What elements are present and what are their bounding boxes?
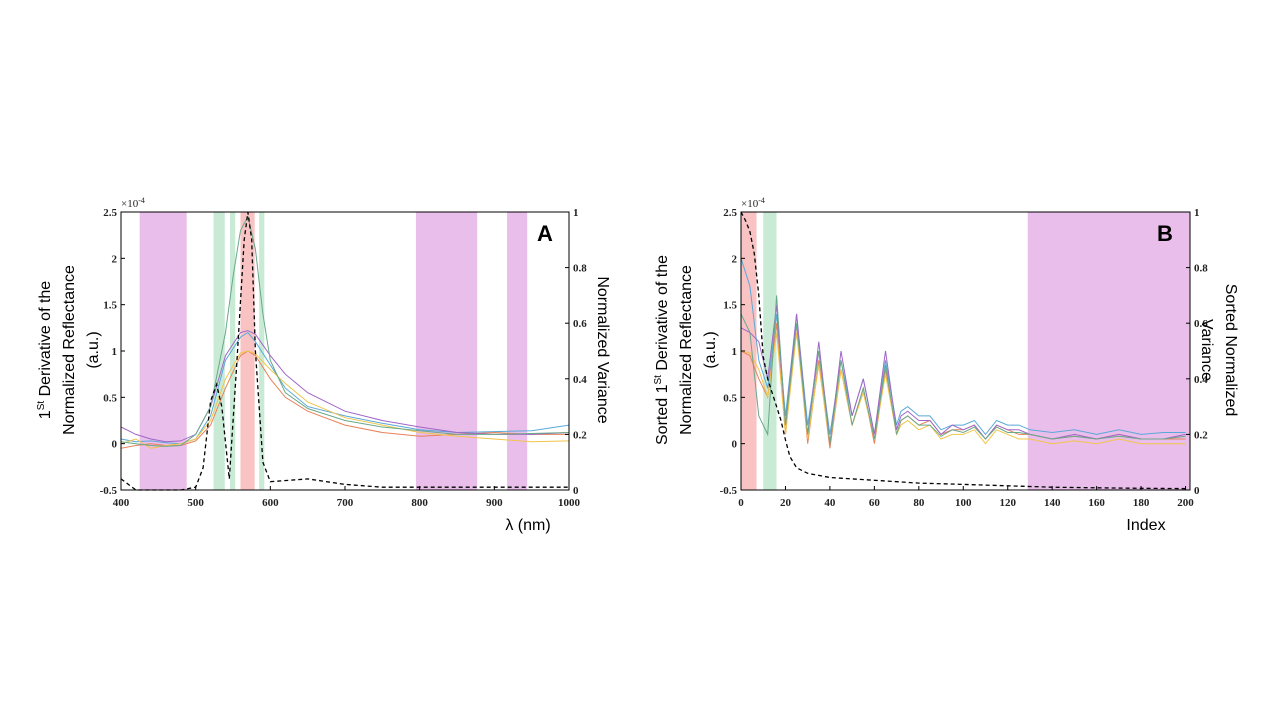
svg-text:Normalized Variance: Normalized Variance [594, 276, 611, 423]
y-tick-label-a-1: 0 [112, 439, 118, 451]
y2-tick-label-b-4: 0.8 [1194, 263, 1208, 275]
y-ticks-b: -0.5 0 0.5 1 1.5 2 2.5 [720, 207, 745, 497]
panel-letter-a: A [537, 221, 553, 246]
x-ticks-a: 400 500 600 700 800 900 1000 [113, 486, 581, 509]
series-lines-b [740, 211, 1186, 490]
series-b-green [740, 295, 1186, 444]
y-tick-label-a-4: 1.5 [103, 300, 117, 312]
series-a-normalized-variance [120, 211, 569, 491]
chart-panel-a: 400 500 600 700 800 900 1000 -0.500.511.522.5 … [36, 196, 611, 534]
y2-tick-label-b-0: 0 [1194, 485, 1200, 497]
x-tick-label-b-3: 60 [869, 497, 881, 509]
x-tick-label-b-7: 140 [1044, 497, 1061, 509]
band-b-0 [741, 212, 757, 490]
y2-tick-label-b-1: 0.2 [1194, 429, 1208, 441]
x-tick-label-b-9: 180 [1133, 497, 1150, 509]
y-tick-label-a-5: 2 [112, 253, 118, 265]
y2-tick-label-a-2: 0.4 [573, 374, 587, 386]
y-axis-label-a: 1St Derivative of the Normalized Reflect… [36, 265, 102, 435]
x-tick-label-b-5: 100 [955, 497, 972, 509]
y-tick-label-b-1: 0 [732, 439, 738, 451]
x-tick-label-a-3: 700 [337, 497, 354, 509]
band-a-2 [230, 212, 236, 490]
series-a-yellow [120, 350, 570, 449]
y2-tick-label-b-5: 1 [1194, 207, 1200, 219]
svg-text:Normalized Reflectance: Normalized Reflectance [678, 265, 695, 435]
x-tick-label-b-0: 0 [738, 497, 744, 509]
svg-text:(a.u.): (a.u.) [85, 331, 102, 368]
y-tick-label-b-2: 0.5 [723, 392, 737, 404]
highlight-bands-b [741, 212, 1190, 490]
y2-tick-label-a-5: 1 [573, 207, 579, 219]
y2-tick-label-b-3: 0.6 [1194, 318, 1208, 330]
y2-tick-label-a-0: 0 [573, 485, 579, 497]
svg-text:(a.u.): (a.u.) [702, 331, 719, 368]
series-a-green [120, 215, 570, 447]
y-tick-label-b-5: 2 [732, 253, 738, 265]
series-a-purple [120, 330, 570, 443]
y-tick-label-a-0: -0.5 [100, 485, 118, 497]
y-tick-label-a-2: 0.5 [103, 392, 117, 404]
y2-tick-label-a-3: 0.6 [573, 318, 587, 330]
x-tick-label-a-4: 800 [411, 497, 428, 509]
y2-axis-label-a: Normalized Variance [594, 276, 611, 423]
y-exponent-b: ×10-4 [741, 196, 765, 210]
series-a-blue [120, 331, 570, 445]
x-tick-label-a-1: 500 [187, 497, 204, 509]
panel-letter-b: B [1157, 221, 1173, 246]
x-tick-label-b-4: 80 [913, 497, 925, 509]
svg-text:1St Derivative of the: 1St Derivative of the [36, 281, 54, 420]
y2-axis-label-b: Sorted Normalized Variance [1198, 284, 1239, 417]
y-tick-label-b-3: 1 [732, 346, 738, 358]
x-tick-label-b-6: 120 [999, 497, 1016, 509]
series-b-sorted-normalized-variance [740, 211, 1186, 490]
series-lines-a [120, 211, 570, 491]
x-ticks-b: 0 20 40 60 80 100 120 140 160 180 200 [738, 486, 1194, 509]
x-tick-label-b-1: 20 [780, 497, 792, 509]
y2-tick-label-a-4: 0.8 [573, 263, 587, 275]
y2-ticks-a: 0 0.2 0.4 0.6 0.8 1 [565, 207, 587, 497]
plot-frame-a [120, 211, 570, 491]
band-b-1 [763, 212, 777, 490]
band-b-2 [1027, 212, 1190, 490]
y2-tick-label-a-1: 0.2 [573, 429, 587, 441]
highlight-bands-a [139, 212, 528, 490]
svg-text:Sorted Normalized: Sorted Normalized [1222, 284, 1239, 417]
x-tick-label-a-5: 900 [486, 497, 503, 509]
band-a-6 [507, 212, 528, 490]
y-tick-label-b-0: -0.5 [720, 485, 738, 497]
y-tick-label-b-4: 1.5 [723, 300, 737, 312]
x-tick-label-b-2: 40 [824, 497, 836, 509]
chart-panel-b: 0 20 40 60 80 100 120 140 160 180 200 -0.500.511.5… [653, 196, 1239, 534]
y-tick-label-a-6: 2.5 [103, 207, 117, 219]
x-tick-label-b-8: 160 [1088, 497, 1105, 509]
y-exponent-a: ×10-4 [121, 196, 145, 210]
y2-ticks-b: 0 0.2 0.4 0.6 0.8 1 [1186, 207, 1208, 497]
x-axis-label-a: λ (nm) [505, 517, 550, 534]
y-axis-label-b: Sorted 1St Derivative of the Normalized … [653, 255, 719, 445]
x-tick-label-a-2: 600 [262, 497, 279, 509]
series-a-orange [120, 350, 569, 449]
svg-text:Variance: Variance [1198, 319, 1215, 381]
svg-text:Normalized Reflectance: Normalized Reflectance [61, 265, 78, 435]
x-tick-label-a-0: 400 [113, 497, 130, 509]
y2-tick-label-b-2: 0.4 [1194, 374, 1208, 386]
svg-text:Sorted 1St Derivative of the: Sorted 1St Derivative of the [653, 255, 671, 445]
band-a-1 [213, 212, 225, 490]
y-tick-label-b-6: 2.5 [723, 207, 737, 219]
y-tick-label-a-3: 1 [112, 346, 118, 358]
x-axis-label-b: Index [1126, 517, 1165, 534]
y-ticks-a: -0.5 0 0.5 1 1.5 2 2.5 [100, 207, 125, 497]
band-a-0 [139, 212, 187, 490]
series-b-yellow [740, 332, 1186, 445]
x-tick-label-b-10: 200 [1177, 497, 1194, 509]
band-a-5 [415, 212, 478, 490]
x-tick-label-a-6: 1000 [558, 497, 581, 509]
